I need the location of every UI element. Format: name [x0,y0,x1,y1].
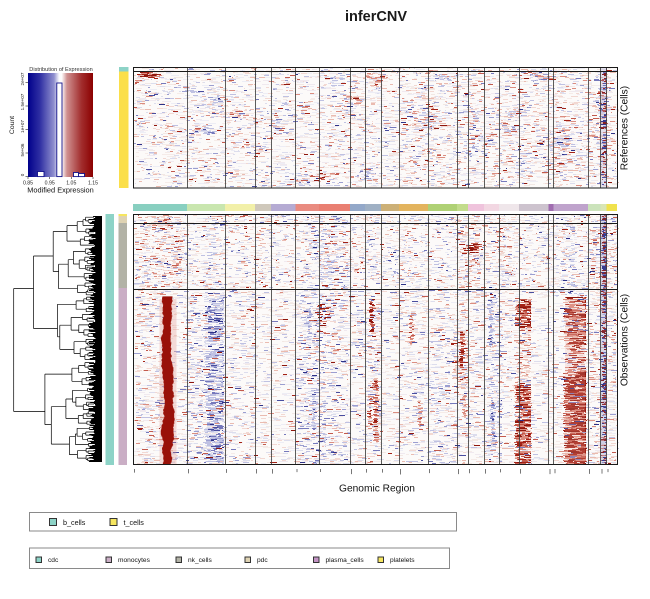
svg-text:0: 0 [20,173,25,176]
svg-text:Distribution of Expression: Distribution of Expression [29,67,92,73]
svg-text:5e+06: 5e+06 [20,143,25,156]
svg-text:platelets: platelets [390,557,415,564]
svg-text:inferCNV: inferCNV [345,9,407,25]
svg-text:pdc: pdc [257,557,268,564]
svg-text:t_cells: t_cells [124,518,145,527]
svg-text:cdc: cdc [48,557,59,564]
svg-text:Count: Count [9,116,16,134]
svg-text:Genomic Region: Genomic Region [339,484,415,495]
svg-text:0.85: 0.85 [23,181,33,187]
svg-text:1.05: 1.05 [66,181,76,187]
svg-text:2e+07: 2e+07 [20,72,25,85]
svg-text:References (Cells): References (Cells) [620,86,631,170]
svg-text:monocytes: monocytes [118,557,151,564]
svg-text:Observations (Cells): Observations (Cells) [620,294,631,386]
svg-text:1.15: 1.15 [88,181,98,187]
svg-text:0.95: 0.95 [45,181,55,187]
svg-text:1e+07: 1e+07 [20,120,25,133]
svg-text:plasma_cells: plasma_cells [326,557,365,564]
svg-text:Modified Expression: Modified Expression [27,186,94,195]
svg-text:b_cells: b_cells [63,518,86,527]
svg-text:nk_cells: nk_cells [188,557,213,564]
svg-text:1.5e+07: 1.5e+07 [20,93,25,110]
